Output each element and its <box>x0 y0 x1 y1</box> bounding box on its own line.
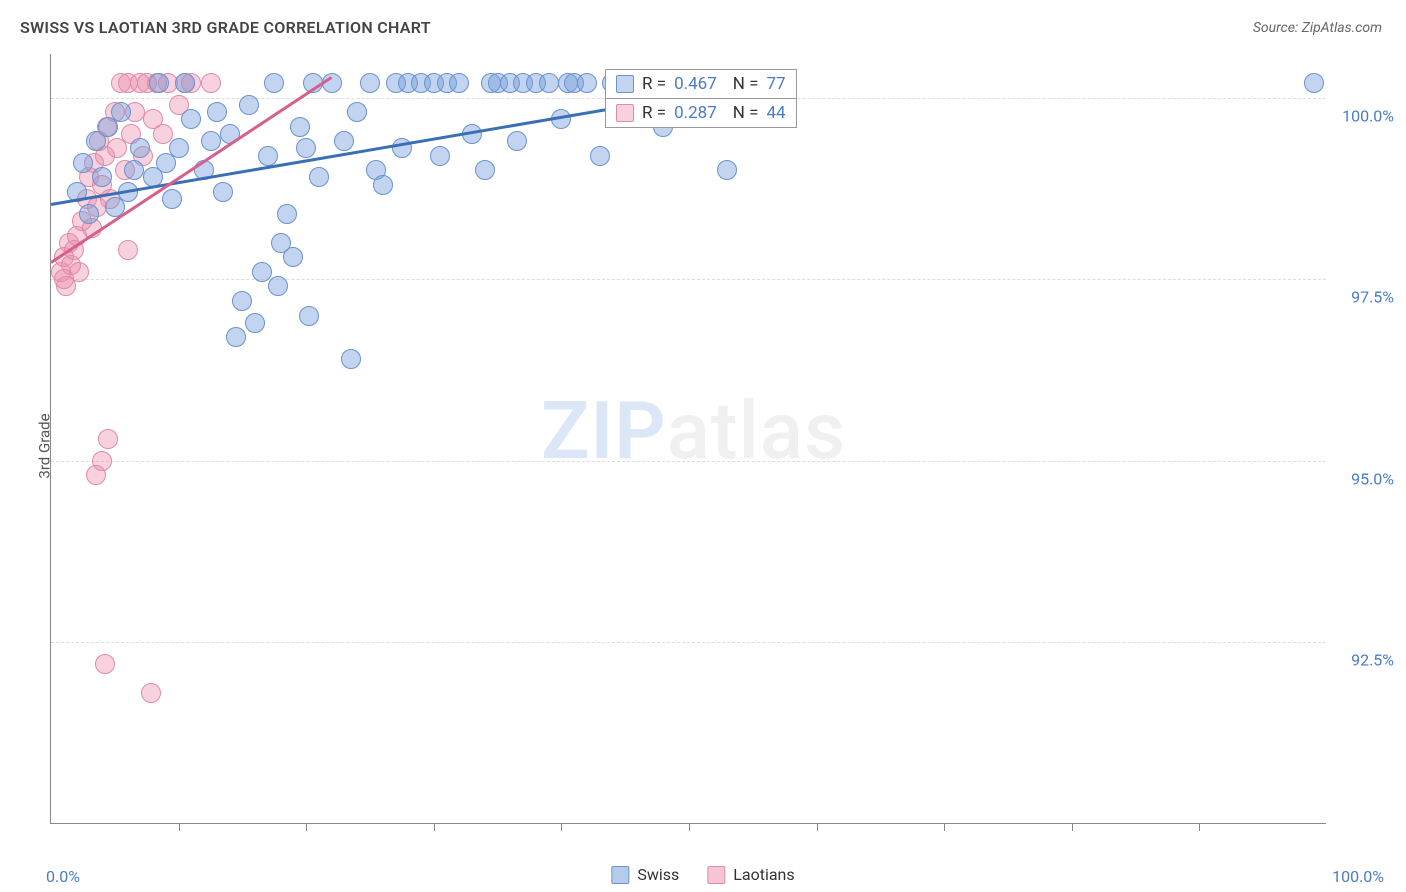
swiss-point <box>334 131 354 151</box>
swiss-point <box>1304 73 1324 93</box>
stats-row-swiss: R = 0.467 N = 77 <box>606 70 796 99</box>
swiss-point <box>169 138 189 158</box>
swiss-point <box>347 102 367 122</box>
x-axis-min-label: 0.0% <box>46 867 80 886</box>
swiss-point <box>181 109 201 129</box>
swiss-point <box>475 160 495 180</box>
y-tick-label: 92.5% <box>1351 651 1394 670</box>
swiss-point <box>277 204 297 224</box>
swiss-point <box>149 73 169 93</box>
swiss-point <box>296 138 316 158</box>
stat-n-label: N = <box>733 74 759 94</box>
swiss-point <box>252 262 272 282</box>
swiss-point <box>239 95 259 115</box>
swiss-point <box>201 131 221 151</box>
swiss-point <box>507 131 527 151</box>
swiss-point <box>245 313 265 333</box>
stat-n-label: N = <box>733 103 759 123</box>
x-tick <box>1199 823 1200 831</box>
x-tick <box>944 823 945 831</box>
swiss-point <box>264 73 284 93</box>
laotians-point <box>98 429 118 449</box>
swiss-point <box>299 306 319 326</box>
swiss-point <box>213 182 233 202</box>
correlation-stats-box: R = 0.467 N = 77 R = 0.287 N = 44 <box>605 69 797 128</box>
swiss-point <box>111 102 131 122</box>
stat-r-value: 0.287 <box>674 103 717 123</box>
legend-label: Laotians <box>733 865 794 884</box>
swiss-point <box>373 175 393 195</box>
scatter-plot-area: ZIPatlas <box>50 54 1326 824</box>
y-tick-label: 95.0% <box>1351 469 1394 488</box>
y-tick-label: 97.5% <box>1351 288 1394 307</box>
y-tick-label: 100.0% <box>1342 106 1394 125</box>
x-tick <box>817 823 818 831</box>
watermark-zip: ZIP <box>541 384 667 478</box>
swiss-point <box>309 167 329 187</box>
legend-swatch <box>707 866 725 884</box>
swiss-point <box>539 73 559 93</box>
swiss-point <box>73 153 93 173</box>
x-tick <box>689 823 690 831</box>
laotians-point <box>69 262 89 282</box>
laotians-point <box>118 240 138 260</box>
gridline <box>51 642 1326 643</box>
swiss-point <box>92 167 112 187</box>
x-tick <box>1072 823 1073 831</box>
swiss-point <box>577 73 597 93</box>
watermark-atlas: atlas <box>667 384 846 478</box>
legend-swatch <box>611 866 629 884</box>
swiss-point <box>258 146 278 166</box>
x-tick <box>561 823 562 831</box>
laotians-point <box>95 654 115 674</box>
legend-item: Swiss <box>611 865 679 884</box>
stat-r-value: 0.467 <box>674 74 717 94</box>
x-tick <box>179 823 180 831</box>
stat-n-value: 44 <box>766 103 785 123</box>
swiss-point <box>162 189 182 209</box>
source-attribution: Source: ZipAtlas.com <box>1253 20 1382 36</box>
stat-n-value: 77 <box>766 74 785 94</box>
laotians-point <box>86 465 106 485</box>
stat-r-label: R = <box>642 103 666 123</box>
swiss-point <box>268 276 288 296</box>
chart-title: SWISS VS LAOTIAN 3RD GRADE CORRELATION C… <box>20 18 431 37</box>
laotians-swatch <box>616 104 634 122</box>
gridline <box>51 279 1326 280</box>
swiss-point <box>79 204 99 224</box>
swiss-swatch <box>616 75 634 93</box>
legend-item: Laotians <box>707 865 794 884</box>
stats-row-laotians: R = 0.287 N = 44 <box>606 99 796 127</box>
laotians-point <box>141 683 161 703</box>
swiss-point <box>130 138 150 158</box>
swiss-point <box>175 73 195 93</box>
swiss-point <box>290 117 310 137</box>
swiss-point <box>226 327 246 347</box>
gridline <box>51 461 1326 462</box>
x-tick <box>306 823 307 831</box>
swiss-point <box>430 146 450 166</box>
swiss-point <box>124 160 144 180</box>
watermark: ZIPatlas <box>541 384 846 478</box>
swiss-point <box>207 102 227 122</box>
swiss-point <box>341 349 361 369</box>
swiss-point <box>232 291 252 311</box>
swiss-point <box>449 73 469 93</box>
x-axis-max-label: 100.0% <box>1332 867 1384 886</box>
legend-label: Swiss <box>637 865 679 884</box>
swiss-point <box>590 146 610 166</box>
swiss-point <box>283 247 303 267</box>
legend-bottom: Swiss Laotians <box>611 865 794 884</box>
x-tick <box>434 823 435 831</box>
laotians-point <box>201 73 221 93</box>
swiss-point <box>717 160 737 180</box>
stat-r-label: R = <box>642 74 666 94</box>
swiss-point <box>360 73 380 93</box>
